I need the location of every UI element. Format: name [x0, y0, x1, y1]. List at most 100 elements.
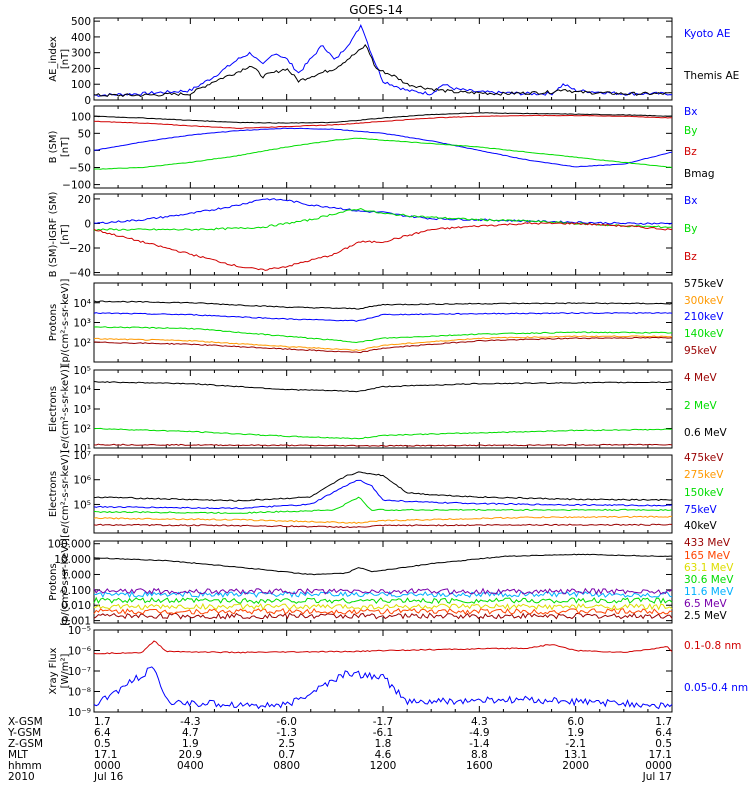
- series-line: [93, 596, 673, 605]
- y-tick-label: −100: [62, 180, 91, 192]
- y-tick-label: −50: [69, 163, 91, 175]
- y-tick-label: −20: [69, 243, 91, 255]
- y-tick-label: 10⁻⁹: [68, 707, 91, 719]
- series-line: [93, 602, 673, 611]
- x-row-label: X-GSM: [8, 716, 43, 728]
- x-row-value: -6.0: [276, 716, 297, 728]
- series-line: [93, 523, 673, 529]
- x-row-value: 0.5: [94, 738, 111, 750]
- legend-label: 11.6 MeV: [684, 586, 734, 598]
- legend-label: 210keV: [684, 311, 724, 323]
- series-line: [93, 587, 673, 596]
- x-row-value: 2000: [562, 760, 589, 772]
- x-row-value: 1.9: [567, 727, 584, 739]
- x-row-value: 1200: [370, 760, 397, 772]
- y-tick-label: 0: [84, 145, 91, 157]
- panel-frame: [93, 540, 673, 624]
- x-row-value: 1600: [466, 760, 493, 772]
- x-row-label: hhmm: [8, 760, 42, 772]
- legend-label: 30.6 MeV: [684, 574, 734, 586]
- series-line: [93, 24, 673, 97]
- y-tick-label: 1.000: [61, 569, 91, 581]
- legend-label: 575keV: [684, 278, 724, 290]
- series-line: [93, 114, 673, 129]
- series-line: [93, 112, 673, 124]
- legend-label: By: [684, 125, 697, 137]
- legend-label: Kyoto AE: [684, 28, 730, 40]
- x-row-value: -4.3: [180, 716, 201, 728]
- panel-frame: [93, 369, 673, 449]
- plot-title: GOES-14: [349, 3, 403, 17]
- y-tick-label: 10⁻⁶: [68, 646, 91, 658]
- series-line: [93, 427, 672, 440]
- y-axis-label: Electrons: [48, 386, 59, 432]
- y-axis-label: [p/(cm²-s-sr-keV)]: [60, 538, 71, 626]
- y-axis-label: B (SM): [48, 130, 59, 163]
- legend-label: By: [684, 223, 697, 235]
- series-line: [93, 553, 672, 576]
- panel-6: 10⁵ 10⁶ 10⁷ Electrons [e/(cm²-s-sr-keV)] 475k…: [48, 450, 724, 538]
- x-row-value: 0400: [177, 760, 204, 772]
- y-axis-label: [nT]: [60, 137, 71, 157]
- y-tick-label: 50: [78, 128, 91, 140]
- legend-label: 2.5 MeV: [684, 610, 728, 622]
- y-tick-label: 200: [71, 63, 91, 75]
- x-row-value: 8.8: [471, 749, 488, 761]
- y-tick-label: 10²: [73, 424, 91, 436]
- y-tick-label: −40: [69, 268, 91, 280]
- series-line: [93, 300, 673, 310]
- legend-label: 165 MeV: [684, 550, 731, 562]
- legend-label: 150keV: [684, 487, 724, 499]
- x-row-value: 6.4: [655, 727, 672, 739]
- panel-1: 0 100 200 300 400 500 AE_index [nT] Kyoto AE Them…: [48, 16, 739, 107]
- x-row-value: 6.4: [94, 727, 111, 739]
- x-row-label: MLT: [8, 749, 28, 761]
- y-tick-label: 10⁻⁸: [68, 687, 91, 699]
- x-row-value: 17.1: [649, 749, 672, 761]
- legend-label: 0.1-0.8 nm: [684, 640, 741, 652]
- series-line: [93, 471, 673, 502]
- x-row-value: 0000: [94, 760, 121, 772]
- legend-label: 2 MeV: [684, 400, 718, 412]
- series-line: [93, 612, 673, 620]
- panel-8: 10⁻⁹ 10⁻⁸ 10⁻⁷ 10⁻⁶ 10⁻⁵ Xray Flux [W/m²] 0.1-0…: [48, 625, 748, 719]
- y-axis-label: [e/(cm²-s-sr-keV)]: [60, 365, 71, 453]
- y-tick-label: 400: [71, 32, 91, 44]
- y-tick-label: 0.100: [61, 585, 91, 597]
- y-axis-label: [nT]: [60, 224, 71, 244]
- series-line: [93, 381, 673, 393]
- y-tick-label: 10⁵: [73, 499, 91, 511]
- panel-7: 0.001 0.010 0.100 1.000 10.000 100.000 Protons…: [48, 537, 735, 628]
- x-row-label: Z-GSM: [8, 738, 43, 750]
- y-tick-label: 20: [78, 194, 91, 206]
- panel-3: −40 −20 0 20 B (SM)-IGRF (SM) [nT] Bx By Bz: [48, 192, 697, 280]
- x-row-value: 0.5: [655, 738, 672, 750]
- panel-4: 10² 10³ 10⁴ Protons [p/(cm²-s-sr-keV)] 575keV…: [48, 278, 724, 366]
- series-line: [93, 443, 673, 447]
- y-tick-label: 10⁻⁷: [68, 666, 91, 678]
- legend-label: 95keV: [684, 345, 718, 357]
- y-tick-label: 10.000: [54, 554, 91, 566]
- x-row-value: 0000: [645, 760, 672, 772]
- series-line: [93, 640, 673, 655]
- y-tick-label: 10¹: [73, 443, 91, 455]
- legend-label: 75keV: [684, 504, 718, 516]
- legend-label: Bz: [684, 251, 697, 263]
- x-row-value: 20.9: [179, 749, 202, 761]
- panel-5: 10¹ 10² 10³ 10⁴ 10⁵ Electrons [e/(cm²-s-sr-keV…: [48, 365, 728, 455]
- series-line: [93, 44, 673, 98]
- y-axis-label: [e/(cm²-s-sr-keV)]: [60, 450, 71, 538]
- panel-frame: [93, 282, 673, 363]
- legend-label: Bz: [684, 146, 697, 158]
- series-line: [93, 198, 673, 225]
- legend-label: 0.6 MeV: [684, 427, 728, 439]
- y-tick-label: 10³: [73, 318, 91, 330]
- x-row-value: 0.7: [278, 749, 295, 761]
- series-line: [93, 666, 673, 710]
- y-axis-label: B (SM)-IGRF (SM): [48, 192, 59, 278]
- legend-label: 300keV: [684, 295, 724, 307]
- series-line: [93, 479, 673, 510]
- series-line: [93, 137, 673, 170]
